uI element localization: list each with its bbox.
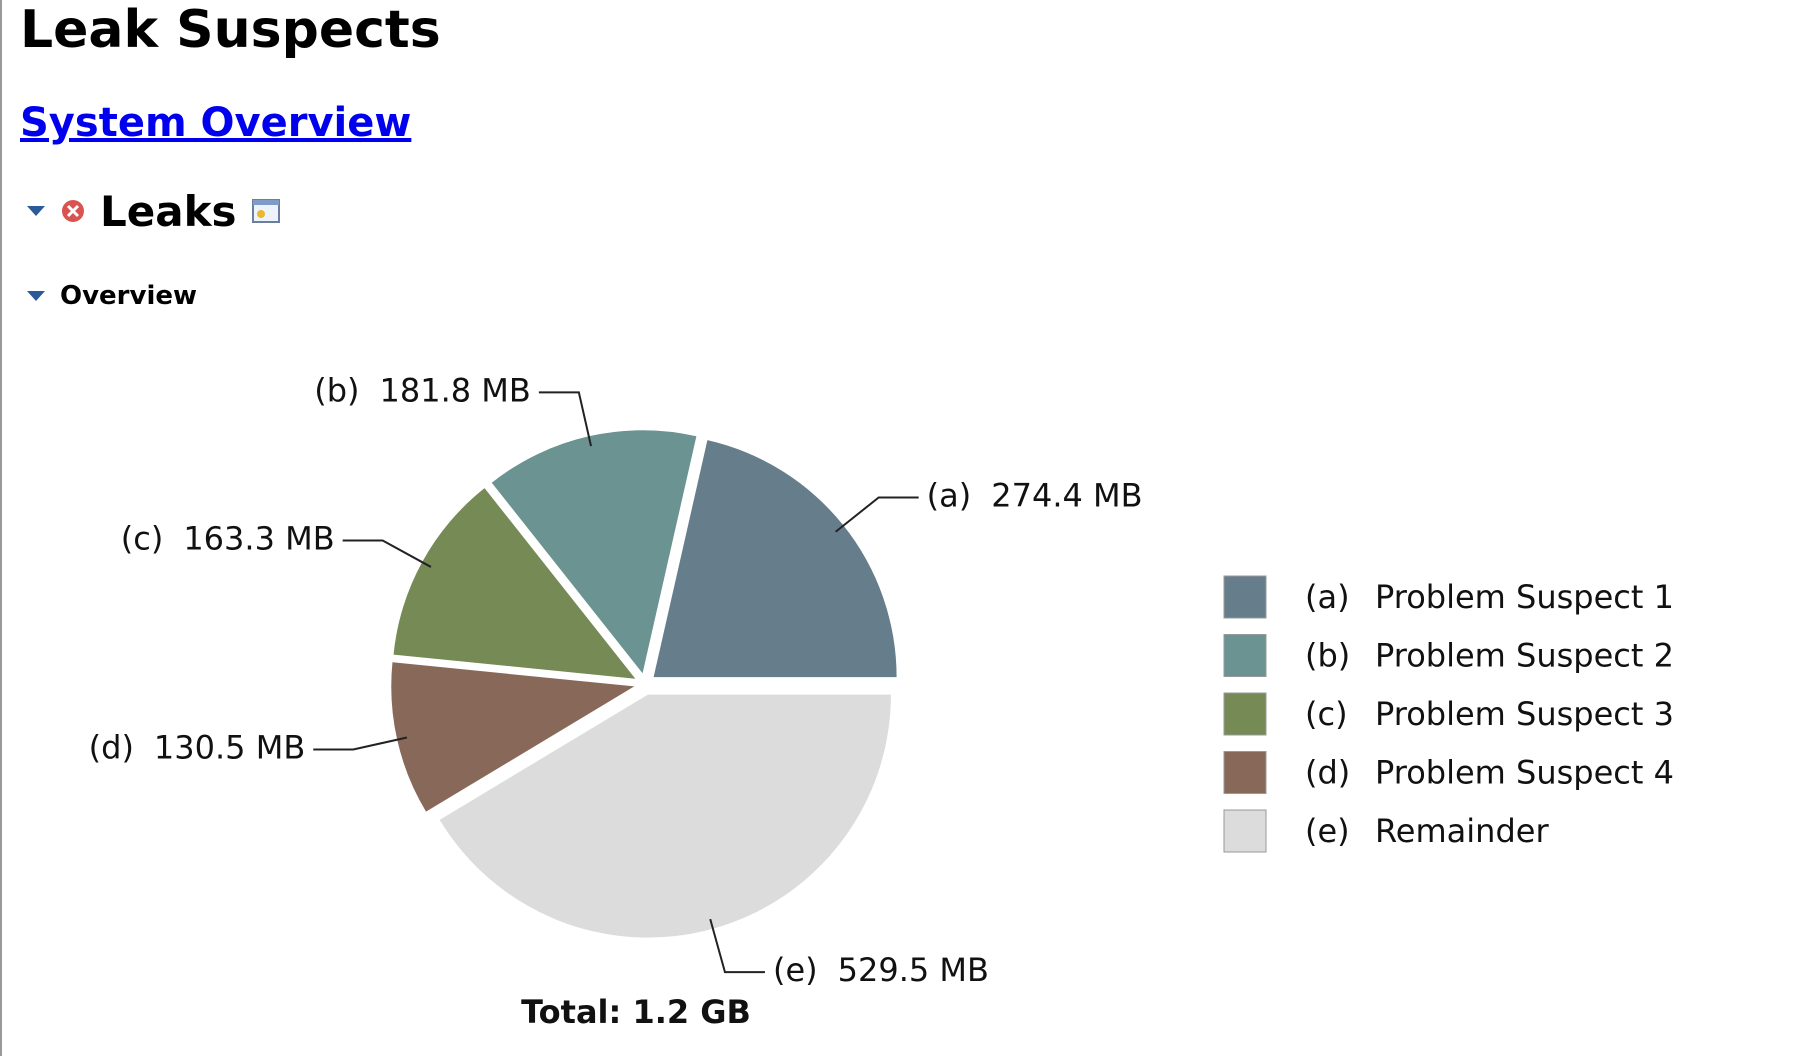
slice-key: (a) (927, 476, 972, 514)
pie-slice (391, 662, 635, 812)
slice-key: (e) (773, 951, 818, 989)
leader-line (313, 736, 408, 751)
overview-header[interactable]: Overview (26, 278, 197, 314)
legend-swatch (1223, 634, 1267, 677)
slice-key: (c) (121, 520, 164, 558)
leader-line (835, 496, 919, 533)
slice-label: (d) 130.5 MB (89, 729, 306, 767)
leader-line (538, 391, 592, 447)
slice-value-label: 163.3 MB (183, 520, 334, 558)
legend-key: (b) (1305, 637, 1350, 675)
system-overview-link[interactable]: System Overview (20, 100, 412, 146)
collapse-arrow[interactable] (26, 204, 46, 218)
legend-label: Problem Suspect 2 (1375, 637, 1674, 675)
page-title: Leak Suspects (20, 0, 441, 60)
slice-label: (e) 529.5 MB (773, 951, 989, 989)
legend-swatch (1223, 692, 1267, 736)
pie-slice (653, 440, 897, 678)
error-icon (62, 200, 84, 222)
slice-label: (c) 163.3 MB (121, 520, 335, 558)
legend-key: (d) (1305, 754, 1350, 792)
legend-swatch (1223, 809, 1267, 853)
legend-label: Problem Suspect 1 (1375, 578, 1674, 616)
slice-key: (d) (89, 729, 134, 767)
slice-label: (a) 274.4 MB (927, 476, 1143, 514)
slice-label: (b) 181.8 MB (314, 371, 531, 409)
leaks-header[interactable]: Leaks (26, 186, 281, 236)
section-title: Leaks (100, 186, 237, 236)
subsection-title: Overview (60, 281, 198, 311)
legend-label: Remainder (1375, 812, 1549, 850)
total-label: Total: 1.2 GB (521, 993, 751, 1031)
slice-key: (b) (314, 371, 359, 409)
legend-key: (a) (1305, 578, 1350, 616)
pie-chart: (a) 274.4 MB (b) 181.8 MB (c) 163.3 MB (d) 130.… (89, 371, 1674, 1031)
leader-line (709, 918, 765, 974)
pie-slice (393, 488, 636, 679)
slice-value-label: 274.4 MB (991, 476, 1142, 514)
legend-label: Problem Suspect 4 (1375, 754, 1674, 792)
collapse-arrow[interactable] (26, 289, 46, 303)
legend-swatch (1223, 751, 1267, 794)
legend-swatch (1223, 575, 1267, 619)
legend-key: (c) (1305, 695, 1348, 733)
legend-label: Problem Suspect 3 (1375, 695, 1674, 733)
details-icon[interactable] (251, 197, 281, 225)
slice-value-label: 130.5 MB (154, 729, 305, 767)
pie-slice (491, 430, 697, 674)
legend-key: (e) (1305, 812, 1350, 850)
pie-slice (439, 694, 891, 938)
leader-line (342, 539, 432, 568)
slice-value-label: 181.8 MB (380, 371, 531, 409)
slice-value-label: 529.5 MB (838, 951, 989, 989)
